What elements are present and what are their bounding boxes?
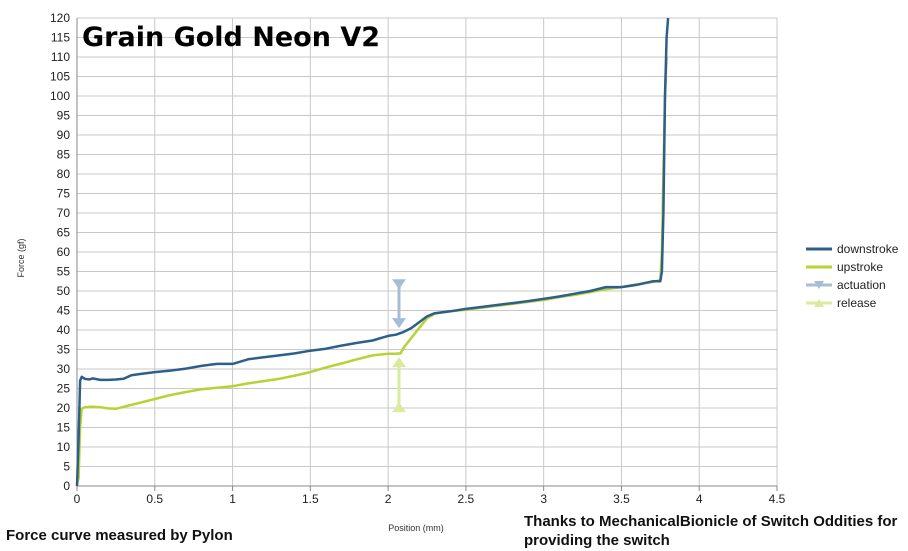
y-tick-label: 0: [63, 479, 70, 493]
y-tick-label: 115: [51, 31, 70, 45]
y-tick-label: 105: [50, 70, 70, 84]
y-tick-label: 120: [50, 11, 70, 25]
legend-label-upstroke: upstroke: [837, 260, 884, 274]
y-tick-label: 70: [57, 206, 71, 220]
chart-title: Grain Gold Neon V2: [82, 22, 381, 53]
legend-item-release: release: [806, 294, 898, 312]
marker-release-point: [392, 357, 406, 368]
y-tick-label: 85: [57, 148, 71, 162]
y-tick-label: 30: [57, 362, 71, 376]
y-tick-label: 10: [57, 440, 71, 454]
legend-label-actuation: actuation: [837, 278, 886, 292]
legend-item-downstroke: downstroke: [806, 240, 898, 258]
y-tick-label: 40: [57, 323, 71, 337]
y-tick-label: 65: [57, 226, 71, 240]
marker-layer: [392, 279, 406, 413]
legend: downstroke upstroke actuation release: [806, 240, 898, 312]
marker-actuation-point: [392, 279, 406, 290]
marker-release-point: [392, 402, 406, 413]
y-tick-label: 15: [57, 421, 71, 435]
legend-key-actuation: [806, 278, 832, 292]
legend-key-downstroke: [806, 242, 832, 256]
legend-key-upstroke: [806, 260, 832, 274]
y-tick-label: 50: [57, 284, 71, 298]
y-tick-label: 5: [63, 460, 70, 474]
x-tick-label: 3: [540, 492, 547, 506]
y-tick-label: 25: [57, 382, 71, 396]
y-tick-label: 45: [57, 304, 71, 318]
y-tick-label: 100: [50, 89, 70, 103]
y-axis-ticks: 0 5 10 15 20 25 30 35 40 45 50 55 60 65 70 75 80 85 90 95 10…: [50, 11, 70, 493]
y-tick-label: 80: [57, 167, 71, 181]
x-tick-label: 1: [229, 492, 236, 506]
y-tick-label: 95: [57, 109, 71, 123]
series-line-upstroke: [75, 56, 668, 485]
y-axis-label: Force (gf): [16, 238, 26, 277]
y-tick-label: 90: [57, 128, 71, 142]
y-tick-label: 75: [57, 187, 71, 201]
x-tick-label: 0.5: [146, 492, 163, 506]
x-tick-label: 0: [74, 492, 81, 506]
legend-key-release: [806, 296, 832, 310]
marker-actuation-point: [392, 318, 406, 329]
series-layer: [75, 17, 670, 487]
legend-label-downstroke: downstroke: [837, 242, 899, 256]
y-tick-label: 35: [57, 343, 71, 357]
x-tick-label: 4: [696, 492, 703, 506]
y-tick-label: 55: [57, 265, 71, 279]
y-tick-label: 20: [57, 401, 71, 415]
x-tick-label: 4.5: [769, 492, 786, 506]
x-tick-label: 1.5: [302, 492, 319, 506]
x-axis-ticks: 0 0.5 1 1.5 2 2.5 3 3.5 4 4.5: [74, 492, 786, 506]
chart-grid: [76, 17, 778, 491]
footer-credit-measurement: Force curve measured by Pylon: [6, 527, 233, 544]
x-tick-label: 2: [385, 492, 392, 506]
legend-item-actuation: actuation: [806, 276, 898, 294]
x-tick-label: 2.5: [458, 492, 475, 506]
series-line-downstroke: [75, 17, 670, 487]
y-tick-label: 110: [51, 50, 70, 64]
legend-label-release: release: [837, 296, 877, 310]
legend-item-upstroke: upstroke: [806, 258, 898, 276]
x-tick-label: 3.5: [613, 492, 630, 506]
footer-credit-switch: Thanks to MechanicalBionicle of Switch O…: [524, 513, 898, 549]
x-axis-label: Position (mm): [388, 523, 444, 533]
y-tick-label: 60: [57, 245, 71, 259]
